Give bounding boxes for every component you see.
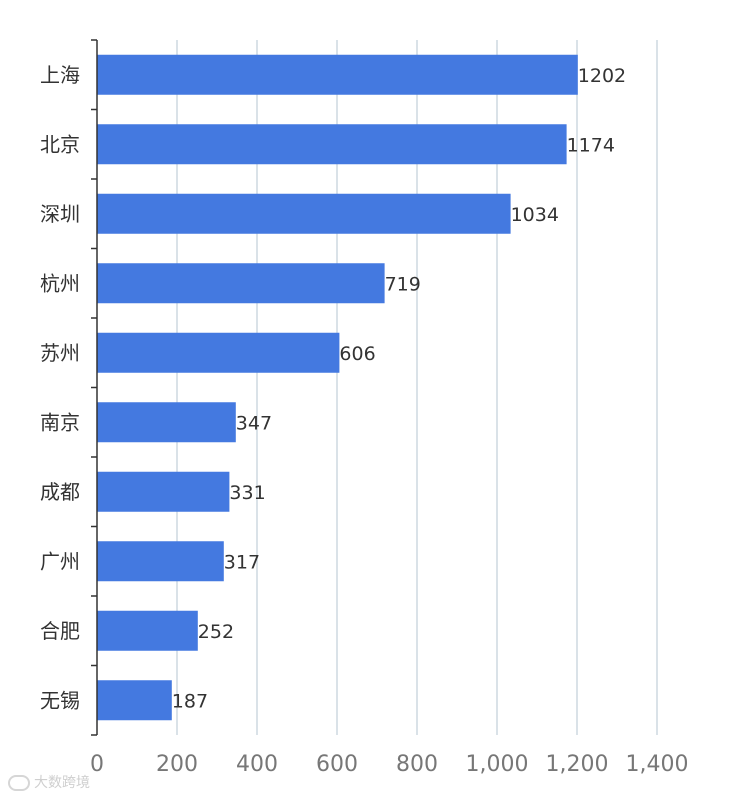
- bar: [97, 471, 230, 512]
- bar: [97, 263, 385, 304]
- bar: [97, 680, 172, 721]
- y-category-label: 北京: [40, 132, 80, 156]
- bar: [97, 193, 511, 234]
- bar-value-label: 187: [172, 690, 208, 712]
- bar: [97, 541, 224, 582]
- x-tick-label: 600: [316, 752, 358, 777]
- bar-value-label: 1202: [578, 65, 626, 87]
- y-category-label: 合肥: [40, 619, 80, 643]
- bar: [97, 610, 198, 651]
- bar-value-label: 252: [198, 621, 234, 643]
- bar-value-label: 1034: [511, 204, 559, 226]
- y-axis: [91, 39, 98, 736]
- bar-value-label: 606: [339, 343, 375, 365]
- bar-value-label: 347: [236, 412, 272, 434]
- x-tick-label: 1,200: [546, 752, 609, 777]
- y-category-label: 上海: [40, 63, 80, 87]
- x-tick-label: 200: [156, 752, 198, 777]
- watermark: 大数跨境: [8, 772, 90, 792]
- x-tick-label: 400: [236, 752, 278, 777]
- bars: [97, 54, 578, 721]
- labels: 0 200 400 600 800 1,000 1,200 1,400 上海 1202 北京 1174…: [40, 63, 688, 777]
- y-category-label: 深圳: [40, 202, 80, 226]
- y-category-label: 无锡: [40, 688, 80, 712]
- bar-value-label: 331: [229, 482, 265, 504]
- x-tick-label: 1,400: [626, 752, 689, 777]
- bar: [97, 332, 340, 373]
- y-category-label: 南京: [40, 410, 80, 434]
- bar: [97, 124, 567, 165]
- bar: [97, 54, 578, 95]
- bar-value-label: 317: [224, 551, 260, 573]
- bar-value-label: 1174: [567, 134, 615, 156]
- y-category-label: 苏州: [40, 341, 80, 365]
- y-category-label: 广州: [40, 549, 80, 573]
- x-tick-label: 800: [396, 752, 438, 777]
- x-tick-label: 0: [90, 752, 104, 777]
- y-category-label: 杭州: [40, 271, 80, 295]
- bar-value-label: 719: [385, 273, 421, 295]
- bar: [97, 402, 236, 443]
- y-category-label: 成都: [40, 480, 80, 504]
- watermark-text: 大数跨境: [34, 775, 90, 791]
- watermark-logo-icon: [8, 775, 30, 791]
- x-tick-label: 1,000: [466, 752, 529, 777]
